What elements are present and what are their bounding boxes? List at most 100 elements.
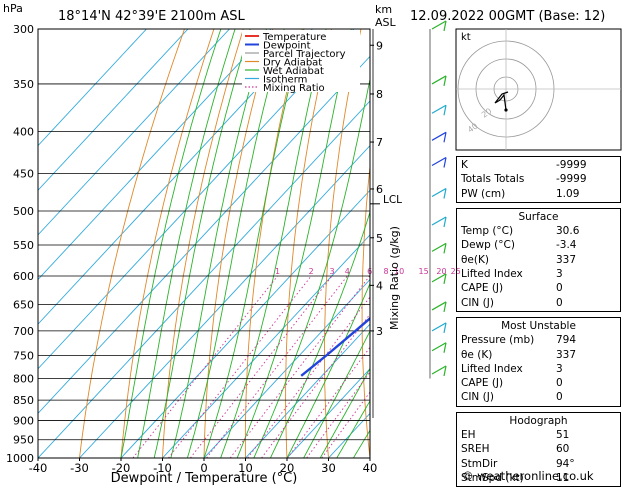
wet-adiabat-line <box>121 29 221 458</box>
most-unstable-label: Lifted Index <box>461 362 523 376</box>
hodograph-value: 51 <box>556 428 616 442</box>
most-unstable-label: CAPE (J) <box>461 376 503 390</box>
index-label: Totals Totals <box>461 172 524 186</box>
location-title: 18°14'N 42°39'E 2100m ASL <box>58 9 246 24</box>
mixing-ratio-line <box>248 276 386 458</box>
surface-row: Dewp (°C)-3.4 <box>461 238 616 252</box>
surface-value: 337 <box>556 253 616 267</box>
most-unstable-value: 0 <box>556 376 616 390</box>
pressure-tick-label: 550 <box>13 239 34 252</box>
pressure-tick-label: 650 <box>13 299 34 312</box>
surface-title: Surface <box>461 210 616 224</box>
dry-adiabat-line <box>325 29 362 458</box>
dry-adiabat-line <box>80 29 185 458</box>
surface-row: CIN (J) 0 <box>461 296 616 310</box>
surface-label: θe(K) <box>461 253 489 267</box>
dry-adiabat-line <box>399 29 420 458</box>
most-unstable-label: θe (K) <box>461 348 492 362</box>
surface-label: Lifted Index <box>461 267 523 281</box>
pressure-tick-label: 400 <box>13 126 34 139</box>
x-tick-label: -40 <box>29 461 48 475</box>
hodograph-value: 60 <box>556 442 616 456</box>
hodograph-kt-label: kt <box>461 32 471 43</box>
x-tick-label: 30 <box>321 461 336 475</box>
most-unstable-row: Lifted Index 3 <box>461 362 616 376</box>
most-unstable-row: CIN (J)0 <box>461 390 616 404</box>
surface-label: CIN (J) <box>461 296 494 310</box>
mixing-ratio-label: 15 <box>418 267 428 276</box>
wind-barb <box>432 132 446 140</box>
wind-barb <box>432 343 446 351</box>
index-label: K <box>461 158 468 172</box>
km-tick-label: 5 <box>376 232 383 245</box>
wind-barb <box>432 188 446 196</box>
pressure-tick-label: 800 <box>13 372 34 385</box>
most-unstable-value: 794 <box>556 333 616 347</box>
mixing-ratio-label: 3 <box>329 267 334 276</box>
surface-row: θe(K) 337 <box>461 253 616 267</box>
most-unstable-value: 3 <box>556 362 616 376</box>
wind-barb <box>432 76 446 84</box>
wind-barbs <box>430 21 446 378</box>
pressure-tick-label: 900 <box>13 414 34 427</box>
pressure-tick-label: 750 <box>13 349 34 362</box>
km-label: km <box>375 3 392 16</box>
index-label: PW (cm) <box>461 187 505 201</box>
pressure-tick-label: 450 <box>13 167 34 180</box>
most-unstable-label: CIN (J) <box>461 390 494 404</box>
index-row: Totals Totals -9999 <box>461 172 616 186</box>
copyright-text: © weatheronline.co.uk <box>462 469 594 483</box>
surface-label: CAPE (J) <box>461 281 503 295</box>
isotherm-line <box>0 29 229 458</box>
hodograph-label: SREH <box>461 442 490 456</box>
asl-label: ASL <box>375 16 397 29</box>
x-tick-label: 40 <box>363 461 378 475</box>
pressure-tick-label: 700 <box>13 325 34 338</box>
surface-row: Temp (°C) 30.6 <box>461 224 616 238</box>
km-tick-label: 8 <box>376 88 383 101</box>
mixing-ratio-label: 2 <box>309 267 314 276</box>
hodograph-row: SREH 60 <box>461 442 616 456</box>
km-tick-label: 3 <box>376 325 383 338</box>
most-unstable-row: θe (K) 337 <box>461 348 616 362</box>
most-unstable-row: Pressure (mb) 794 <box>461 333 616 347</box>
index-value: -9999 <box>556 172 616 186</box>
mixing-ratio-axis-label: Mixing Ratio (g/kg) <box>388 226 401 330</box>
most-unstable-label: Pressure (mb) <box>461 333 534 347</box>
mixing-ratio-line <box>168 276 311 458</box>
most-unstable-title: Most Unstable <box>461 319 616 333</box>
dry-adiabat-line <box>434 29 453 458</box>
surface-value: 0 <box>556 296 616 310</box>
hpa-label: hPa <box>3 2 23 15</box>
wind-barb <box>432 243 446 251</box>
pressure-tick-label: 500 <box>13 205 34 218</box>
index-value: -9999 <box>556 158 616 172</box>
legend-item-label: Mixing Ratio <box>263 83 325 94</box>
surface-row: CAPE (J)0 <box>461 281 616 295</box>
surface-label: Temp (°C) <box>461 224 513 238</box>
mixing-ratio-label: 4 <box>345 267 350 276</box>
km-tick-label: 9 <box>376 39 383 52</box>
pressure-tick-label: 600 <box>13 270 34 283</box>
wind-barb <box>432 302 446 310</box>
surface-value: 30.6 <box>556 224 616 238</box>
km-tick-label: 4 <box>376 279 383 292</box>
surface-value: 3 <box>556 267 616 281</box>
hodograph-storm-motion <box>504 108 507 111</box>
most-unstable-value: 337 <box>556 348 616 362</box>
hodograph-title: Hodograph <box>461 414 616 428</box>
wind-barb <box>432 105 446 113</box>
wet-adiabat-line <box>154 29 250 458</box>
index-row: K -9999 <box>461 158 616 172</box>
index-row: PW (cm)1.09 <box>461 187 616 201</box>
pressure-tick-label: 950 <box>13 434 34 447</box>
surface-row: Lifted Index 3 <box>461 267 616 281</box>
pressure-tick-label: 300 <box>13 23 34 36</box>
hodograph-row: EH 51 <box>461 428 616 442</box>
hodograph-label: EH <box>461 428 476 442</box>
datetime-title: 12.09.2022 00GMT (Base: 12) <box>410 9 605 24</box>
